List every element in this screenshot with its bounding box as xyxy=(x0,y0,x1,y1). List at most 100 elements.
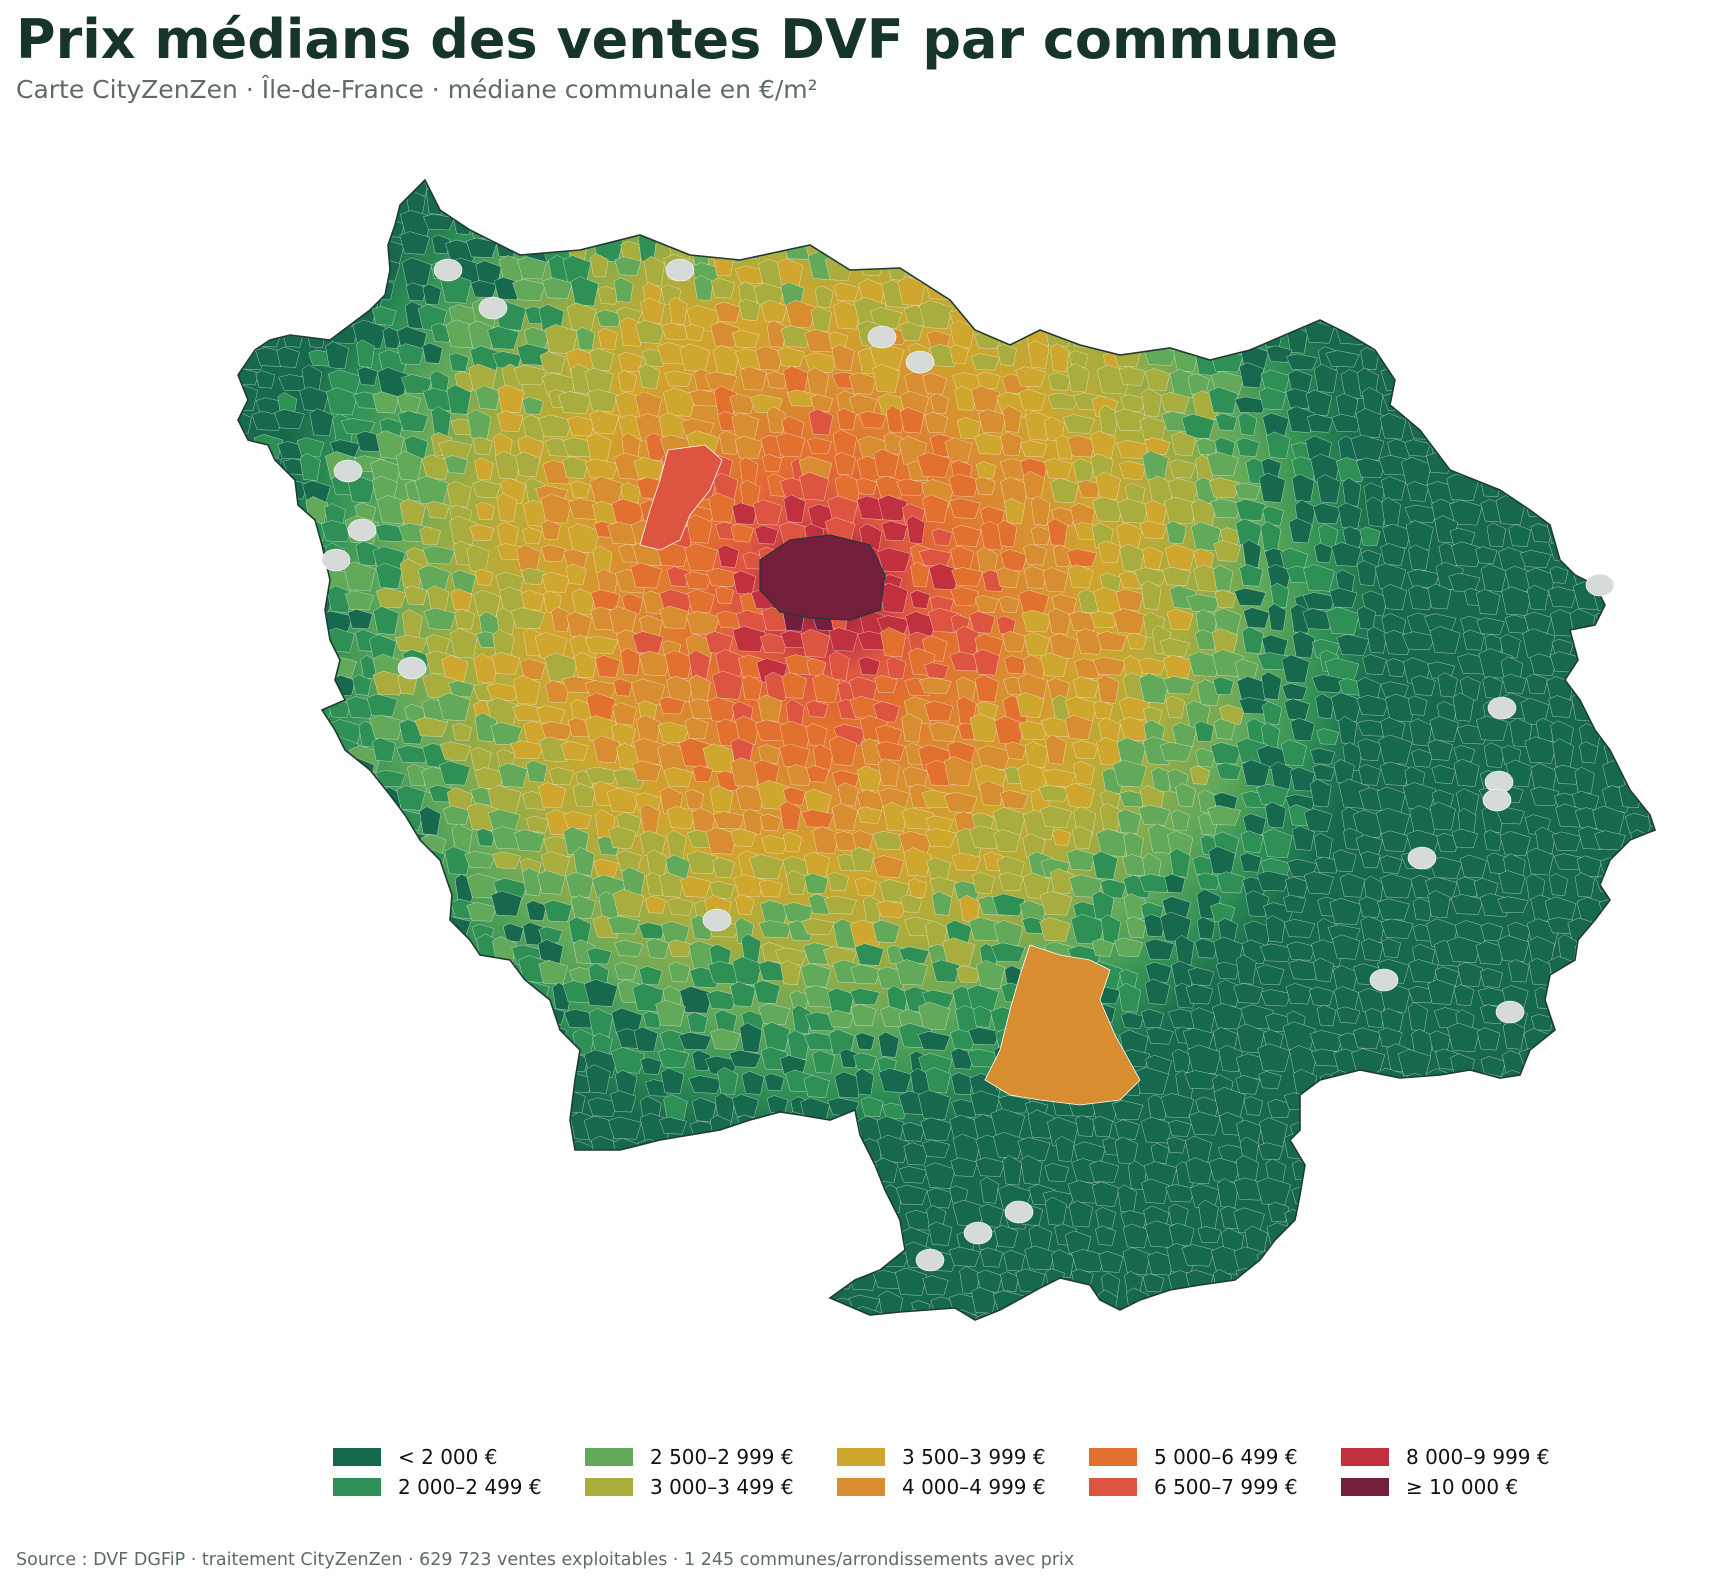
commune-cell xyxy=(1495,495,1526,526)
commune-cell xyxy=(1049,298,1073,325)
commune-cell xyxy=(1406,1209,1435,1231)
commune-cell xyxy=(710,277,736,299)
commune-cell xyxy=(274,409,305,430)
commune-cell xyxy=(1262,505,1284,526)
commune-cell xyxy=(1642,783,1655,807)
commune-cell xyxy=(465,963,496,986)
commune-cell xyxy=(638,364,661,389)
legend-swatch xyxy=(333,1478,381,1496)
commune-cell xyxy=(1286,858,1318,878)
commune-cell xyxy=(1188,285,1212,305)
commune-cell xyxy=(1188,180,1215,188)
commune-cell xyxy=(1283,919,1316,938)
commune-cell xyxy=(968,193,999,219)
commune-cell xyxy=(431,406,452,437)
commune-cell xyxy=(354,279,386,308)
commune-cell xyxy=(776,432,806,458)
commune-cell xyxy=(876,615,910,634)
commune-cell xyxy=(450,588,473,611)
commune-cell xyxy=(1407,149,1440,176)
commune-cell xyxy=(1556,1135,1576,1158)
commune-cell xyxy=(538,926,563,944)
commune-cell xyxy=(639,803,660,834)
commune-cell xyxy=(1055,1136,1075,1163)
commune-cell xyxy=(951,524,982,547)
commune-cell xyxy=(1166,1136,1187,1154)
commune-cell xyxy=(1431,257,1462,288)
commune-cell xyxy=(327,210,359,238)
commune-cell xyxy=(497,979,520,1011)
commune-cell xyxy=(302,180,332,188)
commune-cell xyxy=(1530,1013,1555,1031)
commune-cell xyxy=(1456,411,1479,430)
commune-cell xyxy=(326,1199,361,1226)
commune-cell xyxy=(1190,521,1222,551)
commune-cell xyxy=(503,1142,524,1163)
commune-cell xyxy=(1236,437,1260,457)
commune-cell xyxy=(786,1319,810,1320)
commune-cell xyxy=(710,220,744,239)
commune-cell xyxy=(1541,1160,1576,1187)
commune-cell xyxy=(660,190,692,217)
commune-cell xyxy=(996,567,1021,588)
commune-cell xyxy=(467,1120,495,1145)
commune-cell xyxy=(1576,1228,1599,1255)
commune-cell xyxy=(1401,389,1436,407)
commune-cell xyxy=(781,1249,804,1276)
commune-cell xyxy=(922,372,947,395)
commune-cell xyxy=(1145,961,1173,983)
commune-cell xyxy=(1234,658,1259,681)
commune-cell xyxy=(546,1136,570,1156)
commune-cell xyxy=(926,857,951,880)
commune-cell xyxy=(1142,546,1163,570)
commune-cell xyxy=(679,876,712,898)
commune-cell xyxy=(1591,1005,1623,1025)
commune-cell xyxy=(278,1274,303,1294)
commune-cell xyxy=(205,613,224,639)
commune-cell xyxy=(783,1269,813,1295)
commune-cell xyxy=(199,453,229,481)
commune-cell xyxy=(239,1110,260,1137)
commune-cell xyxy=(280,151,309,174)
commune-cell xyxy=(1002,405,1022,433)
commune-cell xyxy=(369,1047,396,1072)
commune-cell xyxy=(873,231,901,257)
commune-cell xyxy=(319,1118,354,1137)
commune-cell xyxy=(491,851,522,869)
commune-cell xyxy=(328,937,351,966)
commune-cell xyxy=(438,440,473,460)
commune-cell xyxy=(998,872,1024,892)
commune-cell xyxy=(732,570,756,595)
commune-cell xyxy=(709,785,734,813)
commune-cell xyxy=(1597,1291,1625,1311)
commune-cell xyxy=(276,346,300,368)
commune-cell xyxy=(1186,594,1221,613)
commune-cell xyxy=(1072,235,1106,266)
commune-cell xyxy=(689,674,711,704)
commune-cell xyxy=(758,180,778,193)
commune-cell xyxy=(373,606,400,635)
commune-cell xyxy=(1068,1200,1094,1228)
commune-cell xyxy=(323,1271,357,1292)
commune-cell xyxy=(274,719,303,746)
commune-cell xyxy=(1143,1296,1170,1320)
commune-cell xyxy=(809,219,832,237)
commune-cell xyxy=(239,1029,259,1047)
commune-cell xyxy=(282,1009,310,1031)
commune-cell xyxy=(1647,1293,1655,1318)
commune-cell xyxy=(897,276,926,307)
commune-cell xyxy=(1233,982,1264,1004)
commune-cell xyxy=(349,1268,373,1292)
commune-cell xyxy=(238,563,256,587)
commune-cell xyxy=(1526,847,1554,876)
commune-cell xyxy=(589,1223,621,1250)
commune-cell xyxy=(993,920,1024,946)
commune-cell xyxy=(548,766,575,786)
commune-cell xyxy=(1047,372,1072,391)
commune-cell xyxy=(781,216,801,236)
commune-cell xyxy=(372,391,400,414)
legend-swatch xyxy=(585,1448,633,1466)
commune-cell xyxy=(492,629,515,660)
commune-cell xyxy=(1453,984,1475,1006)
commune-cell xyxy=(1216,871,1246,894)
